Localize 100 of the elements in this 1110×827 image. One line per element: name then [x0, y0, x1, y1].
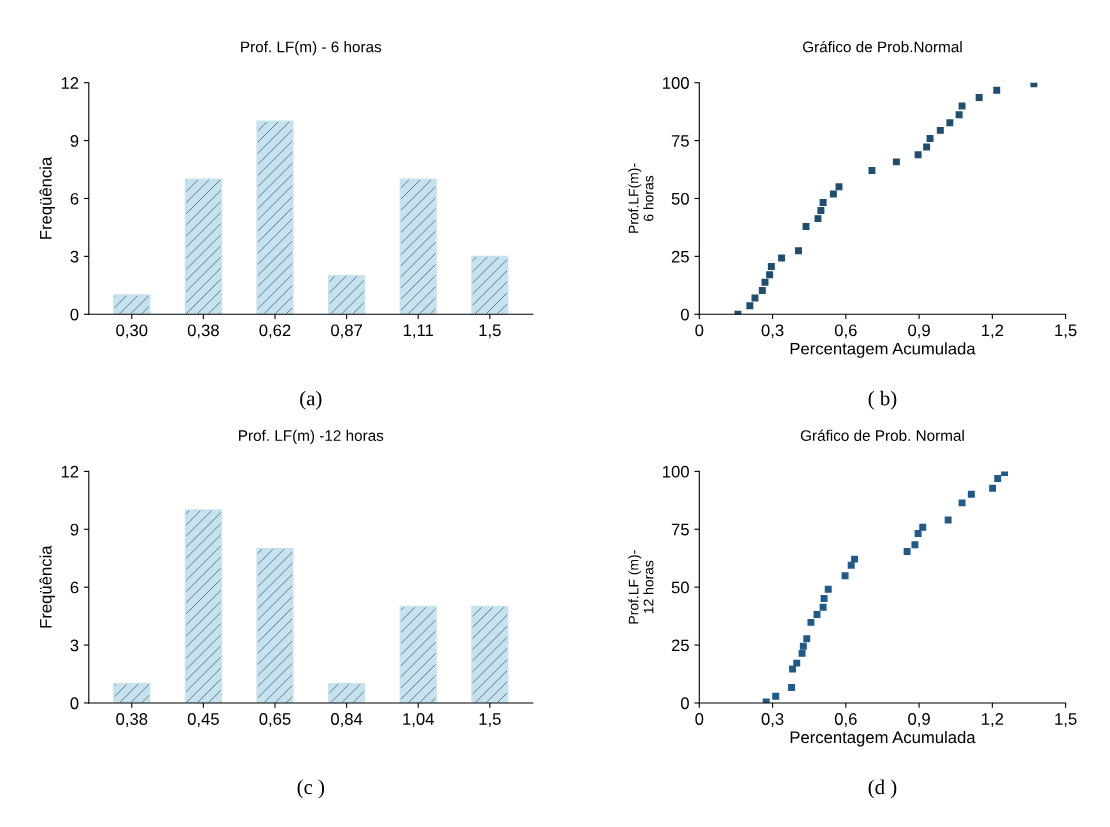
y-tick-label: 12	[61, 77, 79, 89]
x-tick-label: 1,2	[982, 713, 1004, 727]
point	[819, 198, 827, 206]
x-tick-label: 0,6	[834, 324, 857, 339]
point	[903, 548, 911, 555]
point	[824, 585, 832, 593]
y-tick-label: 100	[663, 77, 689, 89]
y-tick-label: 3	[70, 250, 79, 263]
y-tick-label: 25	[671, 250, 689, 263]
point	[817, 207, 825, 214]
bar	[471, 255, 509, 315]
x-axis-title: Percentagem Acumulada	[790, 342, 976, 358]
x-tick-label: 0,84	[331, 713, 363, 727]
point	[967, 490, 975, 498]
point	[914, 529, 922, 537]
point	[926, 135, 934, 142]
x-tick-label: 0	[695, 324, 704, 337]
y-axis-title: Prof.LF (m)- 12 horas	[628, 550, 654, 624]
text: ( b)	[868, 390, 897, 410]
point	[820, 595, 828, 602]
text: (a)	[300, 390, 322, 410]
y-tick-label: 6	[70, 192, 79, 205]
y-tick-label: 12	[61, 465, 79, 478]
bar	[471, 605, 509, 703]
point	[798, 649, 806, 657]
chart-title: Prof. LF(m) -12 horas	[239, 429, 384, 444]
y-tick-label: 0	[70, 308, 79, 321]
point	[1001, 471, 1009, 477]
y-tick-label: 9	[70, 134, 79, 147]
bar	[113, 682, 151, 703]
bar	[399, 178, 437, 315]
text: (c )	[297, 779, 325, 799]
point	[946, 119, 954, 127]
bar	[184, 178, 222, 315]
point	[751, 294, 759, 302]
point	[851, 555, 859, 563]
x-tick-label: 1,5	[479, 713, 501, 727]
point	[788, 683, 796, 691]
point	[993, 86, 1001, 94]
y-tick-label: 9	[70, 523, 79, 536]
point	[911, 541, 919, 549]
bar	[328, 682, 366, 703]
point	[975, 94, 983, 101]
x-tick-label: 0,3	[761, 324, 784, 339]
bar	[184, 509, 222, 703]
point	[794, 247, 802, 255]
chart-title: Gráfico de Prob. Normal	[800, 429, 964, 441]
x-tick-label: 0,62	[259, 324, 291, 339]
point	[923, 143, 931, 151]
point	[1030, 82, 1038, 88]
y-tick-label: 3	[70, 639, 79, 652]
point	[778, 254, 786, 262]
point	[814, 215, 822, 223]
point	[958, 102, 966, 110]
point	[955, 111, 963, 119]
bar	[256, 547, 294, 703]
point	[772, 692, 780, 700]
x-tick-label: 1,04	[403, 713, 434, 727]
chart-title: Gráfico de Prob.Normal	[802, 40, 962, 53]
y-tick-label: 25	[671, 639, 689, 652]
point	[761, 278, 769, 286]
point	[746, 302, 754, 310]
x-tick-label: 0,38	[116, 713, 148, 727]
y-tick-label: 100	[663, 465, 689, 478]
point	[892, 158, 900, 166]
point	[829, 190, 837, 198]
point	[868, 166, 876, 174]
bar	[113, 294, 151, 315]
bar	[399, 605, 437, 703]
point	[793, 659, 801, 667]
x-tick-label: 0,6	[834, 713, 857, 727]
x-tick-label: 0,45	[187, 713, 219, 727]
point	[989, 484, 997, 492]
bar	[328, 274, 366, 315]
x-axis-title: Percentagem Acumulada	[790, 730, 976, 747]
point	[789, 665, 797, 673]
x-tick-label: 0,9	[908, 713, 930, 727]
x-tick-label: 0	[695, 713, 704, 725]
x-tick-label: 1,5	[1055, 324, 1077, 339]
point	[819, 603, 827, 611]
point	[914, 151, 922, 159]
point	[758, 286, 766, 294]
point	[944, 516, 952, 524]
x-tick-label: 0,38	[187, 324, 219, 339]
point	[919, 523, 927, 531]
x-tick-label: 0,30	[116, 324, 148, 339]
point	[835, 183, 843, 191]
y-tick-label: 75	[671, 135, 689, 147]
y-tick-label: 0	[680, 308, 689, 321]
y-axis-title: Freqüência	[39, 156, 55, 239]
y-tick-label: 50	[671, 581, 689, 594]
text: (d )	[868, 779, 897, 799]
x-tick-label: 1,5	[479, 324, 501, 339]
chart-title: Prof. LF(m) - 6 horas	[241, 41, 382, 56]
y-tick-label: 6	[70, 581, 79, 594]
x-tick-label: 1,5	[1055, 713, 1077, 727]
x-tick-label: 0,3	[761, 713, 784, 727]
x-tick-label: 0,87	[331, 324, 362, 339]
y-axis-title: Prof.LF(m)- 6 horas	[628, 163, 654, 233]
point	[936, 126, 944, 134]
